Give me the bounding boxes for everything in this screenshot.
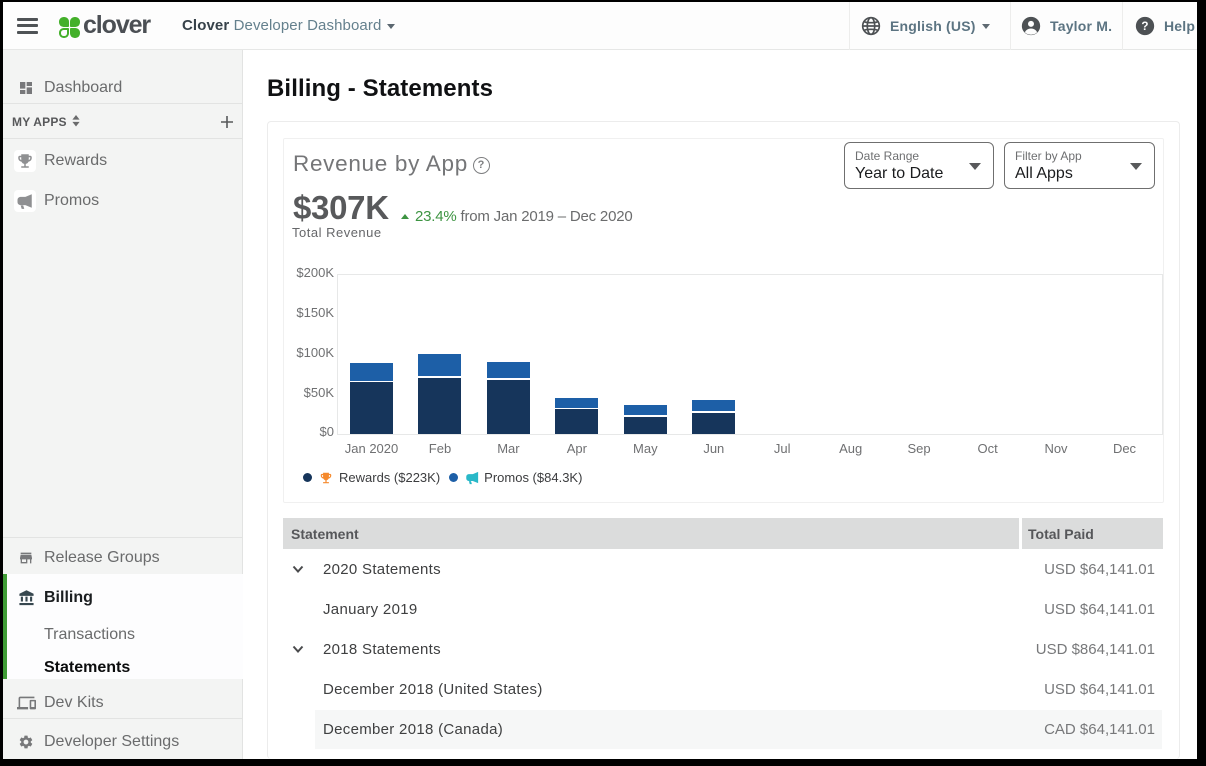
svg-text:?: ? xyxy=(1141,20,1148,33)
